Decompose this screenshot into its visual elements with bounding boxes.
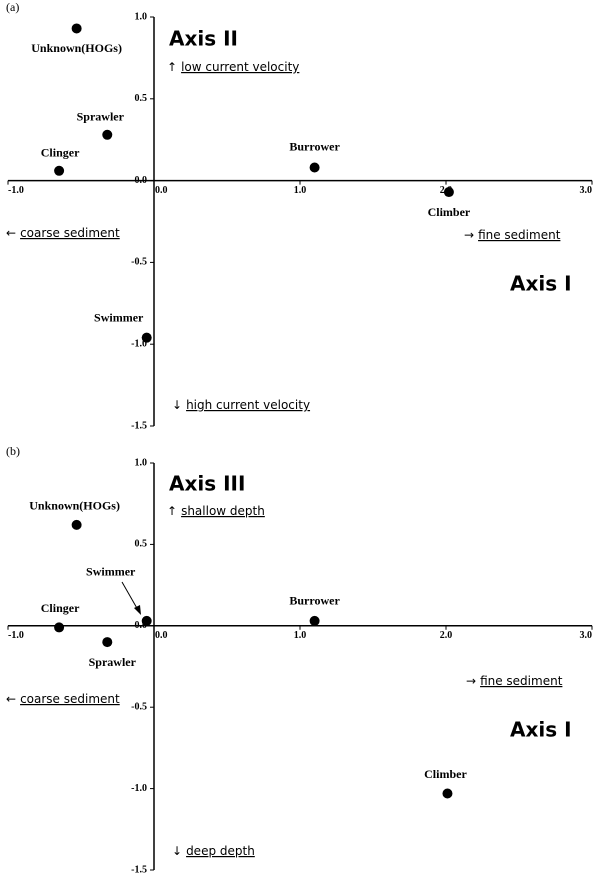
annotation: ← coarse sediment: [6, 226, 120, 240]
y-tick-label: 1.0: [135, 457, 148, 468]
y-tick-label: -1.5: [131, 420, 147, 431]
y-tick-label: -1.5: [131, 864, 147, 875]
annotation-arrow: →: [464, 228, 474, 242]
point-label: Clinger: [41, 601, 80, 615]
point: [71, 519, 82, 530]
point: [54, 165, 65, 176]
point-label: Unknown(HOGs): [29, 499, 120, 513]
y-tick-label: 0.0: [135, 620, 148, 631]
annotation: ↓ deep depth: [172, 844, 255, 858]
annotation-arrow: ↑: [167, 60, 177, 74]
point-label: Burrower: [289, 139, 340, 153]
x-axis-title: Axis I: [510, 718, 572, 742]
point-label: Unknown(HOGs): [31, 41, 122, 55]
point: [102, 129, 113, 140]
point: [309, 162, 320, 173]
point: [102, 637, 113, 648]
annotation: ↑ shallow depth: [167, 504, 265, 518]
annotation: → fine sediment: [464, 228, 561, 242]
panel-label: (b): [6, 444, 20, 458]
y-tick-label: 0.0: [135, 175, 148, 186]
point-label: Sprawler: [89, 655, 137, 669]
y-axis-title: Axis II: [169, 27, 238, 51]
annotation-text: fine sediment: [478, 228, 561, 242]
annotation: ↓ high current velocity: [172, 398, 310, 412]
annotation: ↑ low current velocity: [167, 60, 299, 74]
y-tick-label: -0.5: [131, 257, 147, 268]
annotation-arrow: →: [466, 674, 476, 688]
x-tick-label: 2.0: [440, 630, 453, 641]
annotation-text: high current velocity: [186, 398, 310, 412]
point: [443, 187, 454, 198]
x-tick-label: -1.0: [8, 630, 24, 641]
annotation: ← coarse sediment: [6, 692, 120, 706]
annotation-arrow: ↓: [172, 844, 182, 858]
y-tick-label: -0.5: [131, 701, 147, 712]
point: [442, 788, 453, 799]
annotation-text: shallow depth: [181, 504, 265, 518]
y-tick-label: 1.0: [135, 11, 148, 22]
annotation-text: coarse sediment: [20, 692, 120, 706]
x-tick-label: 3.0: [580, 630, 593, 641]
annotation-text: coarse sediment: [20, 226, 120, 240]
point: [141, 332, 152, 343]
y-tick-label: 0.5: [135, 539, 148, 550]
x-tick-label: -1.0: [8, 185, 24, 196]
x-tick-label: 0.0: [155, 185, 168, 196]
point: [309, 615, 320, 626]
point: [54, 622, 65, 633]
x-tick-label: 3.0: [580, 185, 593, 196]
annotation-arrow: ↑: [167, 504, 177, 518]
point-label: Swimmer: [86, 565, 136, 579]
y-axis-title: Axis III: [169, 472, 245, 496]
point-label: Sprawler: [77, 110, 125, 124]
annotation-text: low current velocity: [181, 60, 299, 74]
y-tick-label: -1.0: [131, 338, 147, 349]
pointer-line: [121, 581, 139, 611]
annotation: → fine sediment: [466, 674, 563, 688]
point: [141, 615, 152, 626]
point-label: Climber: [424, 767, 467, 781]
annotation-arrow: ←: [6, 692, 16, 706]
y-tick-label: 0.5: [135, 93, 148, 104]
x-tick-label: 0.0: [155, 630, 168, 641]
pointer-head: [134, 605, 141, 615]
annotation-arrow: ↓: [172, 398, 182, 412]
point-label: Swimmer: [94, 310, 144, 324]
annotation-text: deep depth: [186, 844, 255, 858]
x-tick-label: 1.0: [294, 185, 307, 196]
annotation-arrow: ←: [6, 226, 16, 240]
point: [71, 23, 82, 34]
x-axis-title: Axis I: [510, 272, 572, 296]
point-label: Clinger: [41, 146, 80, 160]
annotation-text: fine sediment: [480, 674, 563, 688]
y-tick-label: -1.0: [131, 783, 147, 794]
point-label: Climber: [428, 205, 471, 219]
point-label: Burrower: [289, 594, 340, 608]
x-tick-label: 1.0: [294, 630, 307, 641]
panel-label: (a): [6, 0, 19, 14]
